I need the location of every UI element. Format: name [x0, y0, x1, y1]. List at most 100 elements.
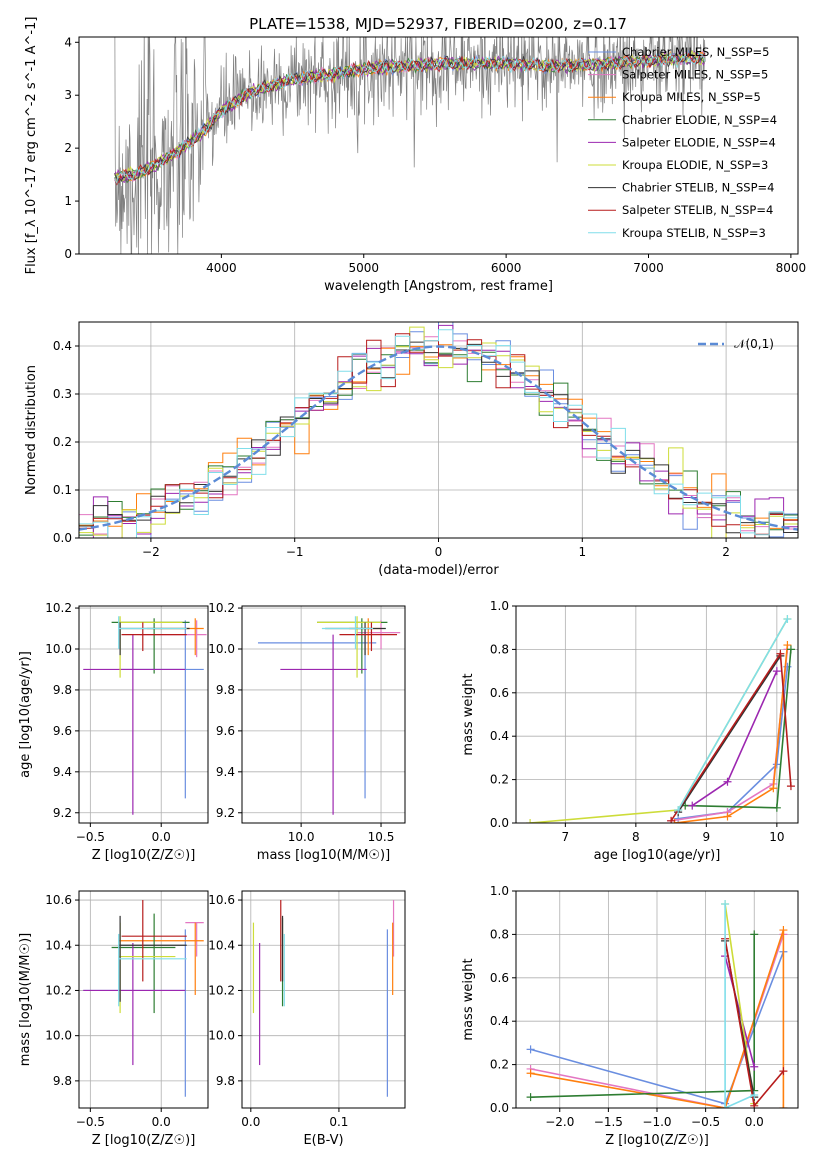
y-tick-label: 9.6 [216, 724, 235, 738]
y-tick-label: 10.0 [208, 642, 235, 656]
age-vs-mass-panel: 10.0 10.5 9.2 9.4 9.6 9.8 10.0 10.2 mass [log10(… [208, 601, 406, 863]
axes-frame [241, 890, 406, 1109]
mass-weight-marker [723, 777, 732, 786]
x-tick-label: 8 [632, 830, 640, 844]
mass-weight-marker [786, 645, 795, 654]
y-tick-label: 1.0 [490, 599, 509, 613]
mass-weight-marker [783, 641, 792, 650]
y-tick-label: 9.8 [216, 1074, 235, 1088]
y-tick-label: 9.2 [53, 806, 72, 820]
y-tick-label: 9.2 [216, 806, 235, 820]
errorbar-plot-area [257, 616, 401, 815]
x-tick-label: 10.0 [288, 830, 315, 844]
x-tick-label: −1.0 [642, 1115, 671, 1129]
y-tick-label: 4 [64, 35, 72, 49]
mass-weight-series-line [677, 666, 789, 820]
model-spectrum-line [114, 50, 705, 184]
x-tick-label: 10.5 [368, 830, 395, 844]
y-tick-label: 10.4 [45, 938, 72, 952]
axes-frame [78, 605, 209, 824]
mass-weight-marker [721, 1104, 730, 1108]
mass-weight-series-line [677, 655, 782, 813]
mass-weight-vs-metallicity-panel: −2.0 −1.5 −1.0 −0.5 0.0 0.0 0.2 0.4 0.6 0.8 1.0 Z [… [461, 884, 799, 1148]
weight-plot-area [526, 615, 795, 823]
y-tick-label: 9.4 [53, 765, 72, 779]
y-tick-label: 1 [64, 194, 72, 208]
y-tick-label: 10.0 [45, 1029, 72, 1043]
legend-entry: Kroupa ELODIE, N_SSP=3 [622, 158, 768, 172]
x-axis-label: Z [log10(Z/Z☉)] [605, 1133, 709, 1148]
legend-entry: Kroupa MILES, N_SSP=5 [622, 90, 761, 104]
mass-weight-marker [526, 1093, 535, 1102]
mass-vs-metallicity-panel: −0.5 0.0 9.8 10.0 10.2 10.4 10.6 Z [log10(Z/Z☉)… [18, 890, 209, 1148]
x-tick-label: 0.0 [745, 1115, 764, 1129]
mass-weight-marker [779, 926, 788, 935]
mass-weight-series-line [530, 934, 756, 1098]
mass-weight-marker [750, 1101, 759, 1108]
histogram-plot-area [79, 322, 798, 538]
y-tick-label: 0.8 [490, 642, 509, 656]
y-tick-label: 0 [64, 247, 72, 261]
residual-histogram-series [79, 329, 798, 538]
x-axis-label: age [log10(age/yr)] [594, 848, 721, 863]
y-tick-label: 10.2 [208, 601, 235, 615]
y-tick-label: 10.2 [45, 983, 72, 997]
legend-entry: Salpeter STELIB, N_SSP=4 [622, 203, 773, 217]
normal-distribution-curve [79, 345, 798, 531]
axes-frame [515, 890, 799, 1109]
y-tick-label: 9.6 [53, 724, 72, 738]
x-axis-label: wavelength [Angstrom, rest frame] [324, 279, 553, 294]
residual-histogram-panel: −2 −1 0 1 2 0.0 0.1 0.2 0.3 0.4 (data-model)/error… [24, 321, 799, 578]
axes-frame [241, 605, 406, 824]
figure-title: PLATE=1538, MJD=52937, FIBERID=0200, z=0… [249, 15, 627, 33]
legend-entry: Chabrier ELODIE, N_SSP=4 [622, 113, 777, 127]
age-vs-metallicity-panel: −0.5 0.0 9.2 9.4 9.6 9.8 10.0 10.2 Z [log10(Z/Z☉… [18, 601, 209, 863]
x-tick-label: −0.5 [691, 1115, 720, 1129]
spectrum-plot-area [114, 37, 706, 254]
x-tick-label: 0 [435, 545, 443, 559]
y-axis-label: mass weight [461, 958, 476, 1040]
mass-weight-vs-age-panel: 7 8 9 10 0.0 0.2 0.4 0.6 0.8 1.0 age [log10(age/yr… [461, 599, 799, 863]
y-tick-label: 9.8 [53, 683, 72, 697]
mass-weight-series-line [530, 934, 785, 1108]
y-tick-label: 0.3 [53, 387, 72, 401]
y-tick-label: 2 [64, 141, 72, 155]
y-tick-label: 0.8 [490, 927, 509, 941]
mass-weight-series-line [724, 904, 755, 1108]
mass-weight-marker [772, 667, 781, 676]
y-tick-label: 0.4 [490, 729, 509, 743]
y-axis-label: mass weight [461, 673, 476, 755]
y-axis-label: age [log10(age/yr)] [18, 651, 33, 778]
x-axis-label: Z [log10(Z/Z☉)] [92, 848, 196, 863]
y-tick-label: 10.6 [208, 893, 235, 907]
x-tick-label: 9 [703, 830, 711, 844]
mass-weight-marker [772, 803, 781, 812]
y-axis-label: Flux [f_λ 10^-17 erg cm^-2 s^-1 A^-1] [24, 17, 39, 275]
x-tick-label: −1 [286, 545, 304, 559]
y-tick-label: 10.6 [45, 893, 72, 907]
errorbar-plot-area [83, 900, 204, 1097]
mass-weight-marker [779, 1067, 788, 1076]
x-tick-label: 5000 [348, 261, 379, 275]
legend-entry: Salpeter ELODIE, N_SSP=4 [622, 135, 776, 149]
y-tick-label: 10.2 [208, 983, 235, 997]
mass-weight-marker [750, 1090, 759, 1099]
y-tick-label: 0.4 [490, 1014, 509, 1028]
x-tick-label: 0.1 [329, 1115, 348, 1129]
y-tick-label: 0.2 [53, 435, 72, 449]
y-axis-label: Normed distribution [24, 365, 39, 495]
mass-weight-marker [526, 1069, 535, 1078]
mass-weight-marker [723, 812, 732, 821]
mass-weight-marker [769, 784, 778, 793]
mass-weight-marker [526, 819, 535, 823]
y-tick-label: 0.4 [53, 339, 72, 353]
y-tick-label: 0.0 [490, 1101, 509, 1115]
spectrum-panel: 4000 5000 6000 7000 8000 0 1 2 3 4 wavelength [Ang… [24, 17, 806, 294]
x-tick-label: −1.5 [594, 1115, 623, 1129]
x-tick-label: −2 [142, 545, 160, 559]
mass-vs-ebv-panel: 0.0 0.1 9.8 10.0 10.2 10.4 10.6 E(B-V) [208, 890, 406, 1148]
x-axis-label: E(B-V) [303, 1133, 343, 1148]
mass-weight-marker [786, 782, 795, 791]
x-tick-label: 1 [578, 545, 586, 559]
